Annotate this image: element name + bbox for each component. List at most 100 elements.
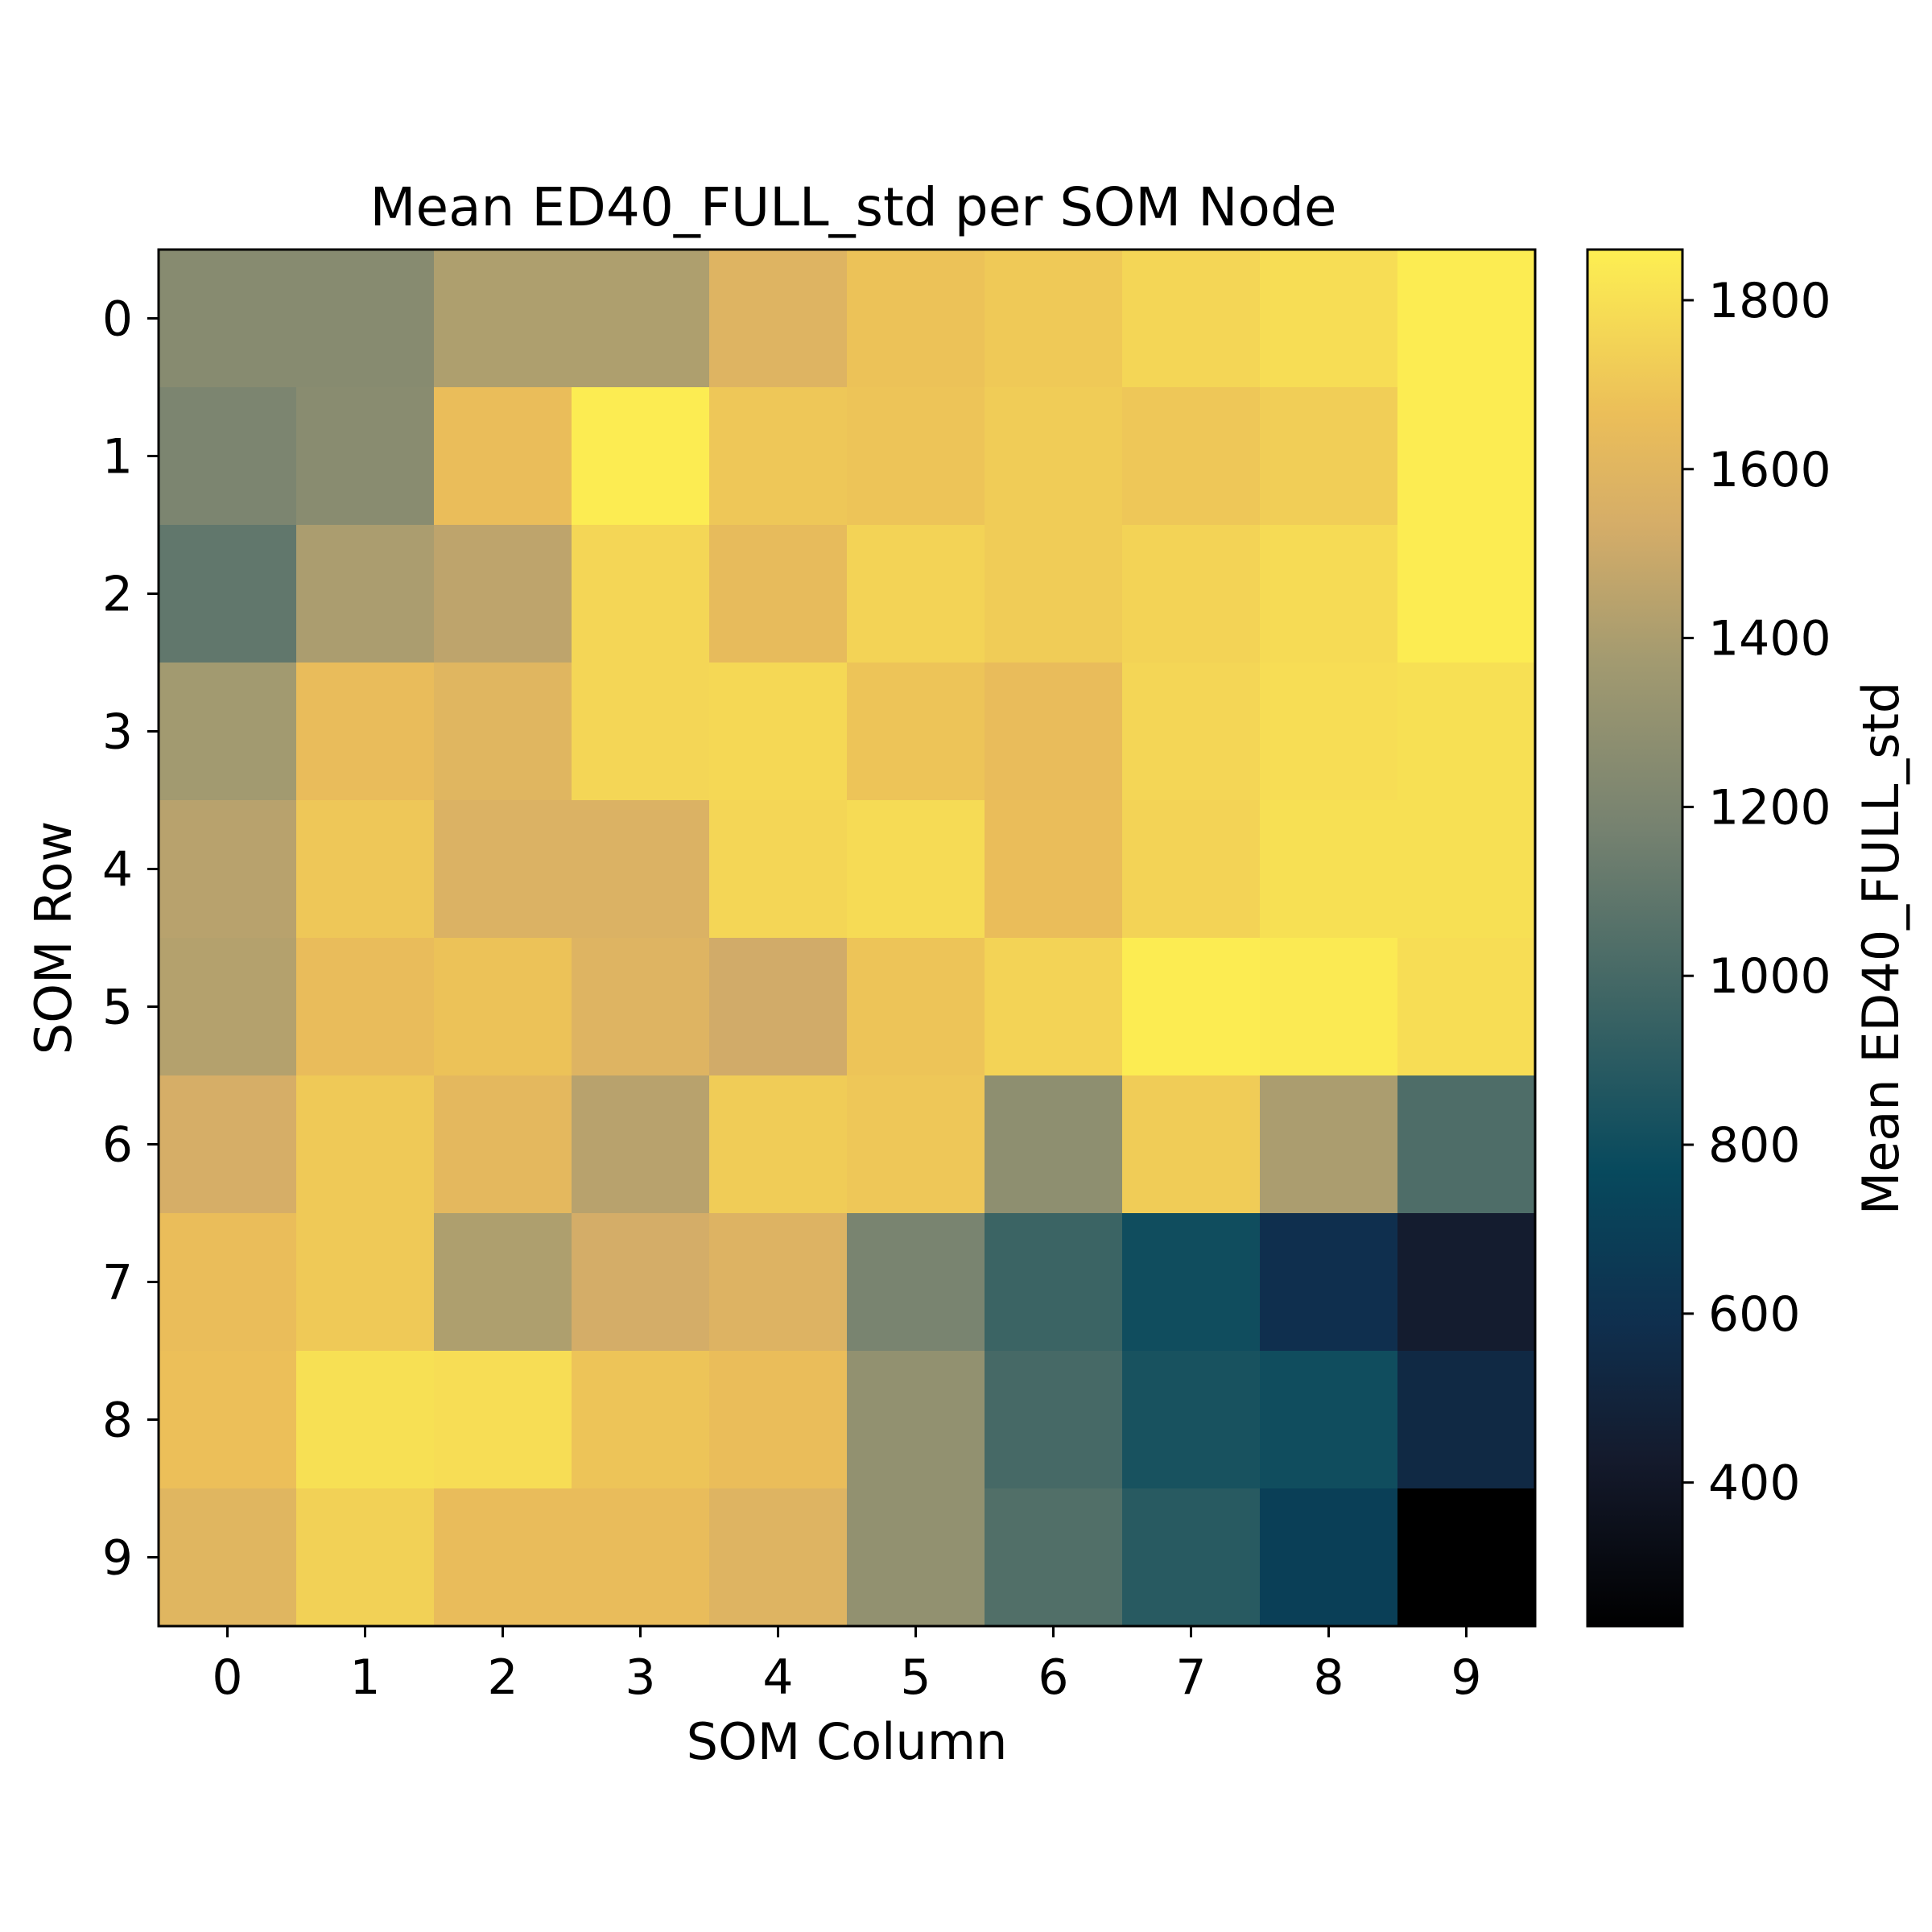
heatmap-cell	[985, 663, 1123, 801]
heatmap-cell	[434, 387, 572, 526]
heatmap-cell	[1260, 1075, 1398, 1214]
x-tick-label: 4	[762, 1649, 793, 1706]
y-tick-label: 9	[102, 1530, 133, 1587]
x-tick-label: 8	[1313, 1649, 1344, 1706]
heatmap-cell	[709, 938, 848, 1076]
heatmap-cell	[1397, 938, 1536, 1076]
colorbar-tick-label: 1000	[1708, 948, 1831, 1005]
heatmap-cell	[434, 1488, 572, 1627]
heatmap-cell	[985, 1488, 1123, 1627]
heatmap-cell	[572, 1213, 710, 1352]
colorbar-tick-label: 400	[1708, 1455, 1801, 1512]
colorbar-tick-label: 1200	[1708, 779, 1831, 836]
heatmap-cell	[296, 525, 435, 663]
heatmap-cell	[296, 800, 435, 939]
heatmap-cell	[1122, 387, 1261, 526]
heatmap-cell	[1397, 1351, 1536, 1489]
heatmap-cell	[847, 387, 985, 526]
heatmap-cell	[985, 800, 1123, 939]
heatmap-cell	[847, 938, 985, 1076]
heatmap-cell	[296, 938, 435, 1076]
heatmap-cell	[709, 1351, 848, 1489]
heatmap-cell	[985, 1351, 1123, 1489]
heatmap-cell	[1397, 1488, 1536, 1627]
heatmap-cell	[1260, 1351, 1398, 1489]
heatmap-cell	[434, 1213, 572, 1352]
heatmap-cell	[572, 800, 710, 939]
chart-title: Mean ED40_FULL_std per SOM Node	[370, 176, 1337, 238]
heatmap-cell	[1122, 1488, 1261, 1627]
colorbar-ticks: 400 600 800 1000 1200 1400 1600 1800	[1682, 273, 1831, 1512]
heatmap-cell	[159, 250, 297, 388]
heatmap-cell	[1260, 1213, 1398, 1352]
heatmap-cell	[709, 1213, 848, 1352]
heatmap-cell	[847, 1488, 985, 1627]
heatmap-cell	[847, 1351, 985, 1489]
y-tick-label: 8	[102, 1393, 133, 1449]
colorbar-tick-label: 600	[1708, 1286, 1801, 1343]
heatmap-cell	[572, 663, 710, 801]
heatmap-cell	[296, 1488, 435, 1627]
colorbar-tick-label: 1600	[1708, 442, 1831, 498]
heatmap-cell	[847, 663, 985, 801]
heatmap-cell	[572, 250, 710, 388]
y-tick-label: 6	[102, 1117, 133, 1174]
heatmap-cell	[159, 663, 297, 801]
heatmap-cell	[1260, 387, 1398, 526]
heatmap-cell	[159, 1488, 297, 1627]
colorbar-label: Mean ED40_FULL_std	[1852, 682, 1910, 1216]
heatmap-cell	[1122, 250, 1261, 388]
heatmap-cell	[296, 250, 435, 388]
heatmap-cell	[1397, 387, 1536, 526]
heatmap-cell	[1122, 525, 1261, 663]
heatmap-cell	[709, 387, 848, 526]
colorbar-tick-label: 1800	[1708, 273, 1831, 329]
y-tick-label: 7	[102, 1255, 133, 1311]
colorbar	[1586, 248, 1684, 1628]
heatmap-cells	[159, 250, 1536, 1627]
heatmap-cell	[1260, 663, 1398, 801]
heatmap-cell	[296, 1351, 435, 1489]
heatmap-cell	[985, 1213, 1123, 1352]
y-axis-label: SOM Row	[24, 821, 83, 1055]
heatmap-cell	[159, 387, 297, 526]
heatmap-cell	[1397, 250, 1536, 388]
heatmap-cell	[572, 387, 710, 526]
plot-frame	[157, 248, 1537, 1628]
heatmap-cell	[709, 663, 848, 801]
heatmap-cell	[709, 1488, 848, 1627]
heatmap-cell	[709, 250, 848, 388]
heatmap-cell	[434, 1351, 572, 1489]
x-tick-label: 7	[1175, 1649, 1206, 1706]
heatmap-cell	[1122, 938, 1261, 1076]
heatmap-cell	[159, 1213, 297, 1352]
x-tick-label: 6	[1038, 1649, 1068, 1706]
heatmap-cell	[847, 800, 985, 939]
heatmap-cell	[1260, 938, 1398, 1076]
heatmap-cell	[296, 1075, 435, 1214]
x-tick-label: 2	[487, 1649, 518, 1706]
y-tick-label: 4	[102, 842, 133, 898]
y-tick-label: 5	[102, 980, 133, 1036]
heatmap-cell	[434, 938, 572, 1076]
heatmap-cell	[847, 525, 985, 663]
heatmap-cell	[159, 800, 297, 939]
heatmap-cell	[1260, 800, 1398, 939]
x-tick-label: 5	[900, 1649, 931, 1706]
heatmap-cell	[296, 1213, 435, 1352]
heatmap-cell	[434, 250, 572, 388]
heatmap-cell	[572, 1351, 710, 1489]
x-axis-ticks: 0 1 2 3 4 5 6 7 8 9	[212, 1626, 1482, 1706]
heatmap-cell	[434, 800, 572, 939]
heatmap-cell	[434, 1075, 572, 1214]
heatmap-cell	[985, 1075, 1123, 1214]
heatmap-cell	[159, 938, 297, 1076]
heatmap-cell	[434, 525, 572, 663]
heatmap-cell	[296, 387, 435, 526]
x-tick-label: 3	[625, 1649, 655, 1706]
x-tick-label: 0	[212, 1649, 242, 1706]
heatmap-cell	[1260, 525, 1398, 663]
heatmap-cell	[1397, 800, 1536, 939]
heatmap-cell	[159, 525, 297, 663]
